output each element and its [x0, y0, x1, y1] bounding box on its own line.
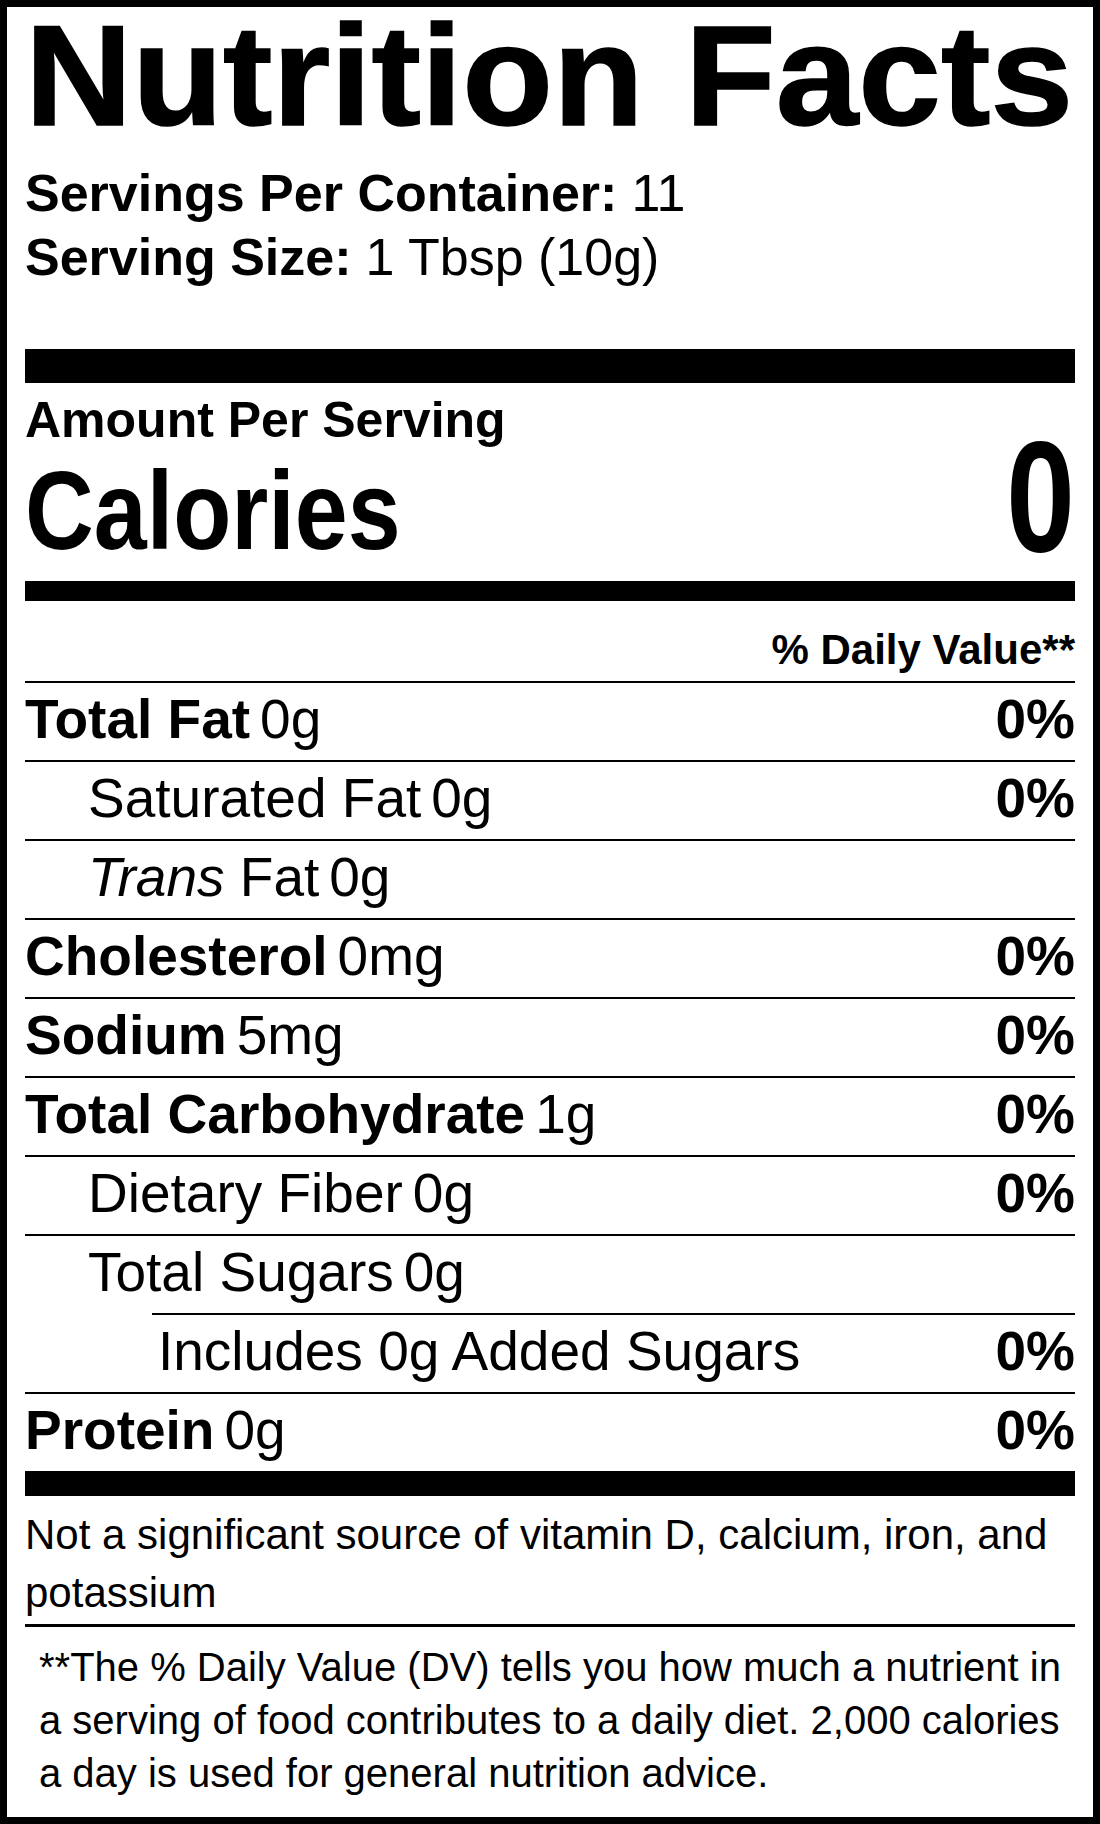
- nutrient-name: Total Sugars0g: [88, 1244, 465, 1300]
- nutrient-name: Cholesterol0mg: [25, 928, 445, 984]
- calories-row: Calories 0: [25, 449, 1075, 575]
- nutrient-row: Saturated Fat0g 0%: [25, 762, 1075, 841]
- nutrient-row: Trans Fat0g: [25, 841, 1075, 920]
- servings-per-container-line: Servings Per Container:11: [25, 161, 1075, 225]
- nutrient-name: Saturated Fat0g: [88, 770, 492, 826]
- nutrient-daily-value: 0%: [996, 1402, 1076, 1458]
- nutrient-amount: 0g: [404, 1241, 465, 1303]
- nutrient-daily-value: 0%: [996, 691, 1076, 747]
- nutrient-daily-value: 0%: [996, 1086, 1076, 1142]
- serving-size-line: Serving Size:1 Tbsp (10g): [25, 225, 1075, 289]
- serving-info-block: Servings Per Container:11 Serving Size:1…: [25, 161, 1075, 289]
- nutrient-amount: 0g: [260, 688, 321, 750]
- nutrient-daily-value: 0%: [996, 1323, 1076, 1379]
- nutrient-row: Includes 0g Added Sugars 0%: [25, 1315, 1075, 1394]
- nutrient-name: Trans Fat0g: [88, 849, 390, 905]
- nutrient-name: Dietary Fiber0g: [88, 1165, 474, 1221]
- daily-value-header: % Daily Value**: [25, 601, 1075, 683]
- daily-value-footnote: **The % Daily Value (DV) tells you how m…: [25, 1627, 1075, 1800]
- divider-bar-medium: [25, 581, 1075, 601]
- nutrient-amount: 0g: [413, 1162, 474, 1224]
- nutrient-name: Protein0g: [25, 1402, 286, 1458]
- nutrient-row: Total Carbohydrate1g 0%: [25, 1078, 1075, 1157]
- nutrient-row: Cholesterol0mg 0%: [25, 920, 1075, 999]
- nutrient-amount: 0g: [431, 767, 492, 829]
- nutrient-amount: 1g: [535, 1083, 596, 1145]
- label-title-block: Nutrition Facts: [25, 21, 1075, 153]
- nutrient-amount: 0g: [224, 1399, 285, 1461]
- nutrient-name: Includes 0g Added Sugars: [158, 1323, 800, 1379]
- calories-value: 0: [1006, 417, 1075, 575]
- nutrient-name: Sodium5mg: [25, 1007, 344, 1063]
- nutrient-amount: 0g: [329, 846, 390, 908]
- nutrient-row: Total Fat0g 0%: [25, 683, 1075, 762]
- divider-bar-thick: [25, 349, 1075, 383]
- nutrient-row: Sodium5mg 0%: [25, 999, 1075, 1078]
- nutrient-name: Total Carbohydrate1g: [25, 1086, 596, 1142]
- nutrient-row: Protein0g 0%: [25, 1394, 1075, 1471]
- nutrient-name: Total Fat0g: [25, 691, 321, 747]
- nutrient-rows: Total Fat0g 0% Saturated Fat0g 0% Trans Fat0…: [25, 683, 1075, 1471]
- nutrient-row: Dietary Fiber0g 0%: [25, 1157, 1075, 1236]
- page-title: Nutrition Facts: [25, 0, 1073, 155]
- servings-per-container-value: 11: [631, 164, 685, 222]
- nutrient-daily-value: 0%: [996, 1007, 1076, 1063]
- serving-size-label: Serving Size:: [25, 228, 352, 286]
- not-significant-note: Not a significant source of vitamin D, c…: [25, 1506, 1075, 1627]
- nutrient-row: Total Sugars0g: [25, 1236, 1075, 1313]
- nutrition-facts-label: Nutrition Facts Servings Per Container:1…: [0, 0, 1100, 1824]
- amount-per-serving-heading: Amount Per Serving: [25, 391, 1075, 449]
- nutrient-amount: 0mg: [338, 925, 445, 987]
- servings-per-container-label: Servings Per Container:: [25, 164, 617, 222]
- nutrient-daily-value: 0%: [996, 770, 1076, 826]
- serving-size-value: 1 Tbsp (10g): [366, 228, 660, 286]
- calories-label: Calories: [25, 455, 401, 567]
- nutrient-daily-value: 0%: [996, 928, 1076, 984]
- nutrient-amount: 5mg: [237, 1004, 344, 1066]
- nutrient-daily-value: 0%: [996, 1165, 1076, 1221]
- divider-bar-bottom: [25, 1471, 1075, 1496]
